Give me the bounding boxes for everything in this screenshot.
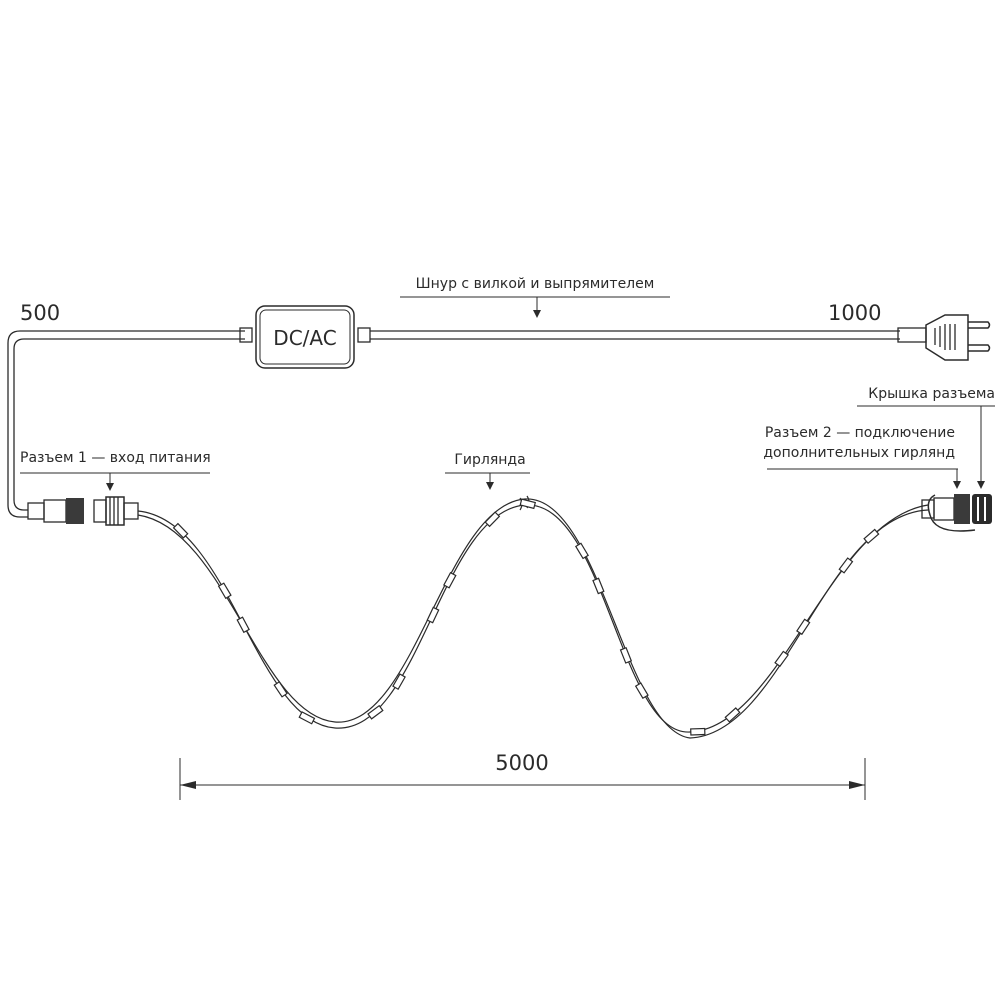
cord-label: Шнур с вилкой и выпрямителем	[416, 276, 655, 292]
led-bulb	[592, 577, 605, 595]
plug	[897, 314, 991, 361]
led-bulb	[172, 522, 189, 539]
connector2-label-line1: Разъем 2 — подключение	[765, 425, 955, 441]
led-bulb	[298, 711, 316, 725]
dimension-line	[179, 758, 866, 800]
rectifier-box: DC/AC	[239, 305, 371, 369]
connector1-label: Разъем 1 — вход питания	[20, 450, 211, 466]
arrow-icon	[953, 481, 961, 489]
box-label: DC/AC	[273, 326, 336, 350]
power-cord	[7, 330, 900, 518]
led-bulb	[484, 511, 501, 528]
led-group	[172, 498, 880, 736]
led-bulb	[863, 528, 880, 545]
connector-1	[27, 496, 139, 526]
led-bulb	[519, 498, 537, 510]
arrow-icon	[486, 482, 494, 490]
garland-wire	[137, 498, 929, 739]
arrow-icon	[977, 481, 985, 489]
led-bulb	[690, 727, 706, 736]
led-bulb	[217, 582, 232, 600]
led-bulb	[774, 650, 789, 668]
length-label-1000: 1000	[828, 301, 881, 325]
led-bulb	[392, 673, 406, 690]
led-bulb	[724, 707, 741, 723]
cap-label: Крышка разъема	[868, 386, 995, 402]
led-bulb	[838, 557, 854, 574]
length-label-500: 500	[20, 301, 60, 325]
led-bulb	[619, 647, 633, 664]
garland-label: Гирлянда	[454, 452, 525, 468]
led-bulb	[273, 681, 288, 698]
connector2-label-line2: дополнительных гирлянд	[763, 445, 955, 461]
led-bulb	[443, 571, 457, 589]
length-label-5000: 5000	[495, 751, 548, 775]
led-bulb	[574, 542, 589, 560]
arrow-icon	[106, 483, 114, 491]
connector-2	[921, 494, 992, 532]
arrow-icon	[533, 310, 541, 318]
led-bulb	[426, 606, 440, 624]
led-bulb	[796, 618, 811, 636]
led-bulb	[236, 616, 250, 634]
led-bulb	[367, 704, 384, 720]
led-bulb	[634, 682, 649, 700]
